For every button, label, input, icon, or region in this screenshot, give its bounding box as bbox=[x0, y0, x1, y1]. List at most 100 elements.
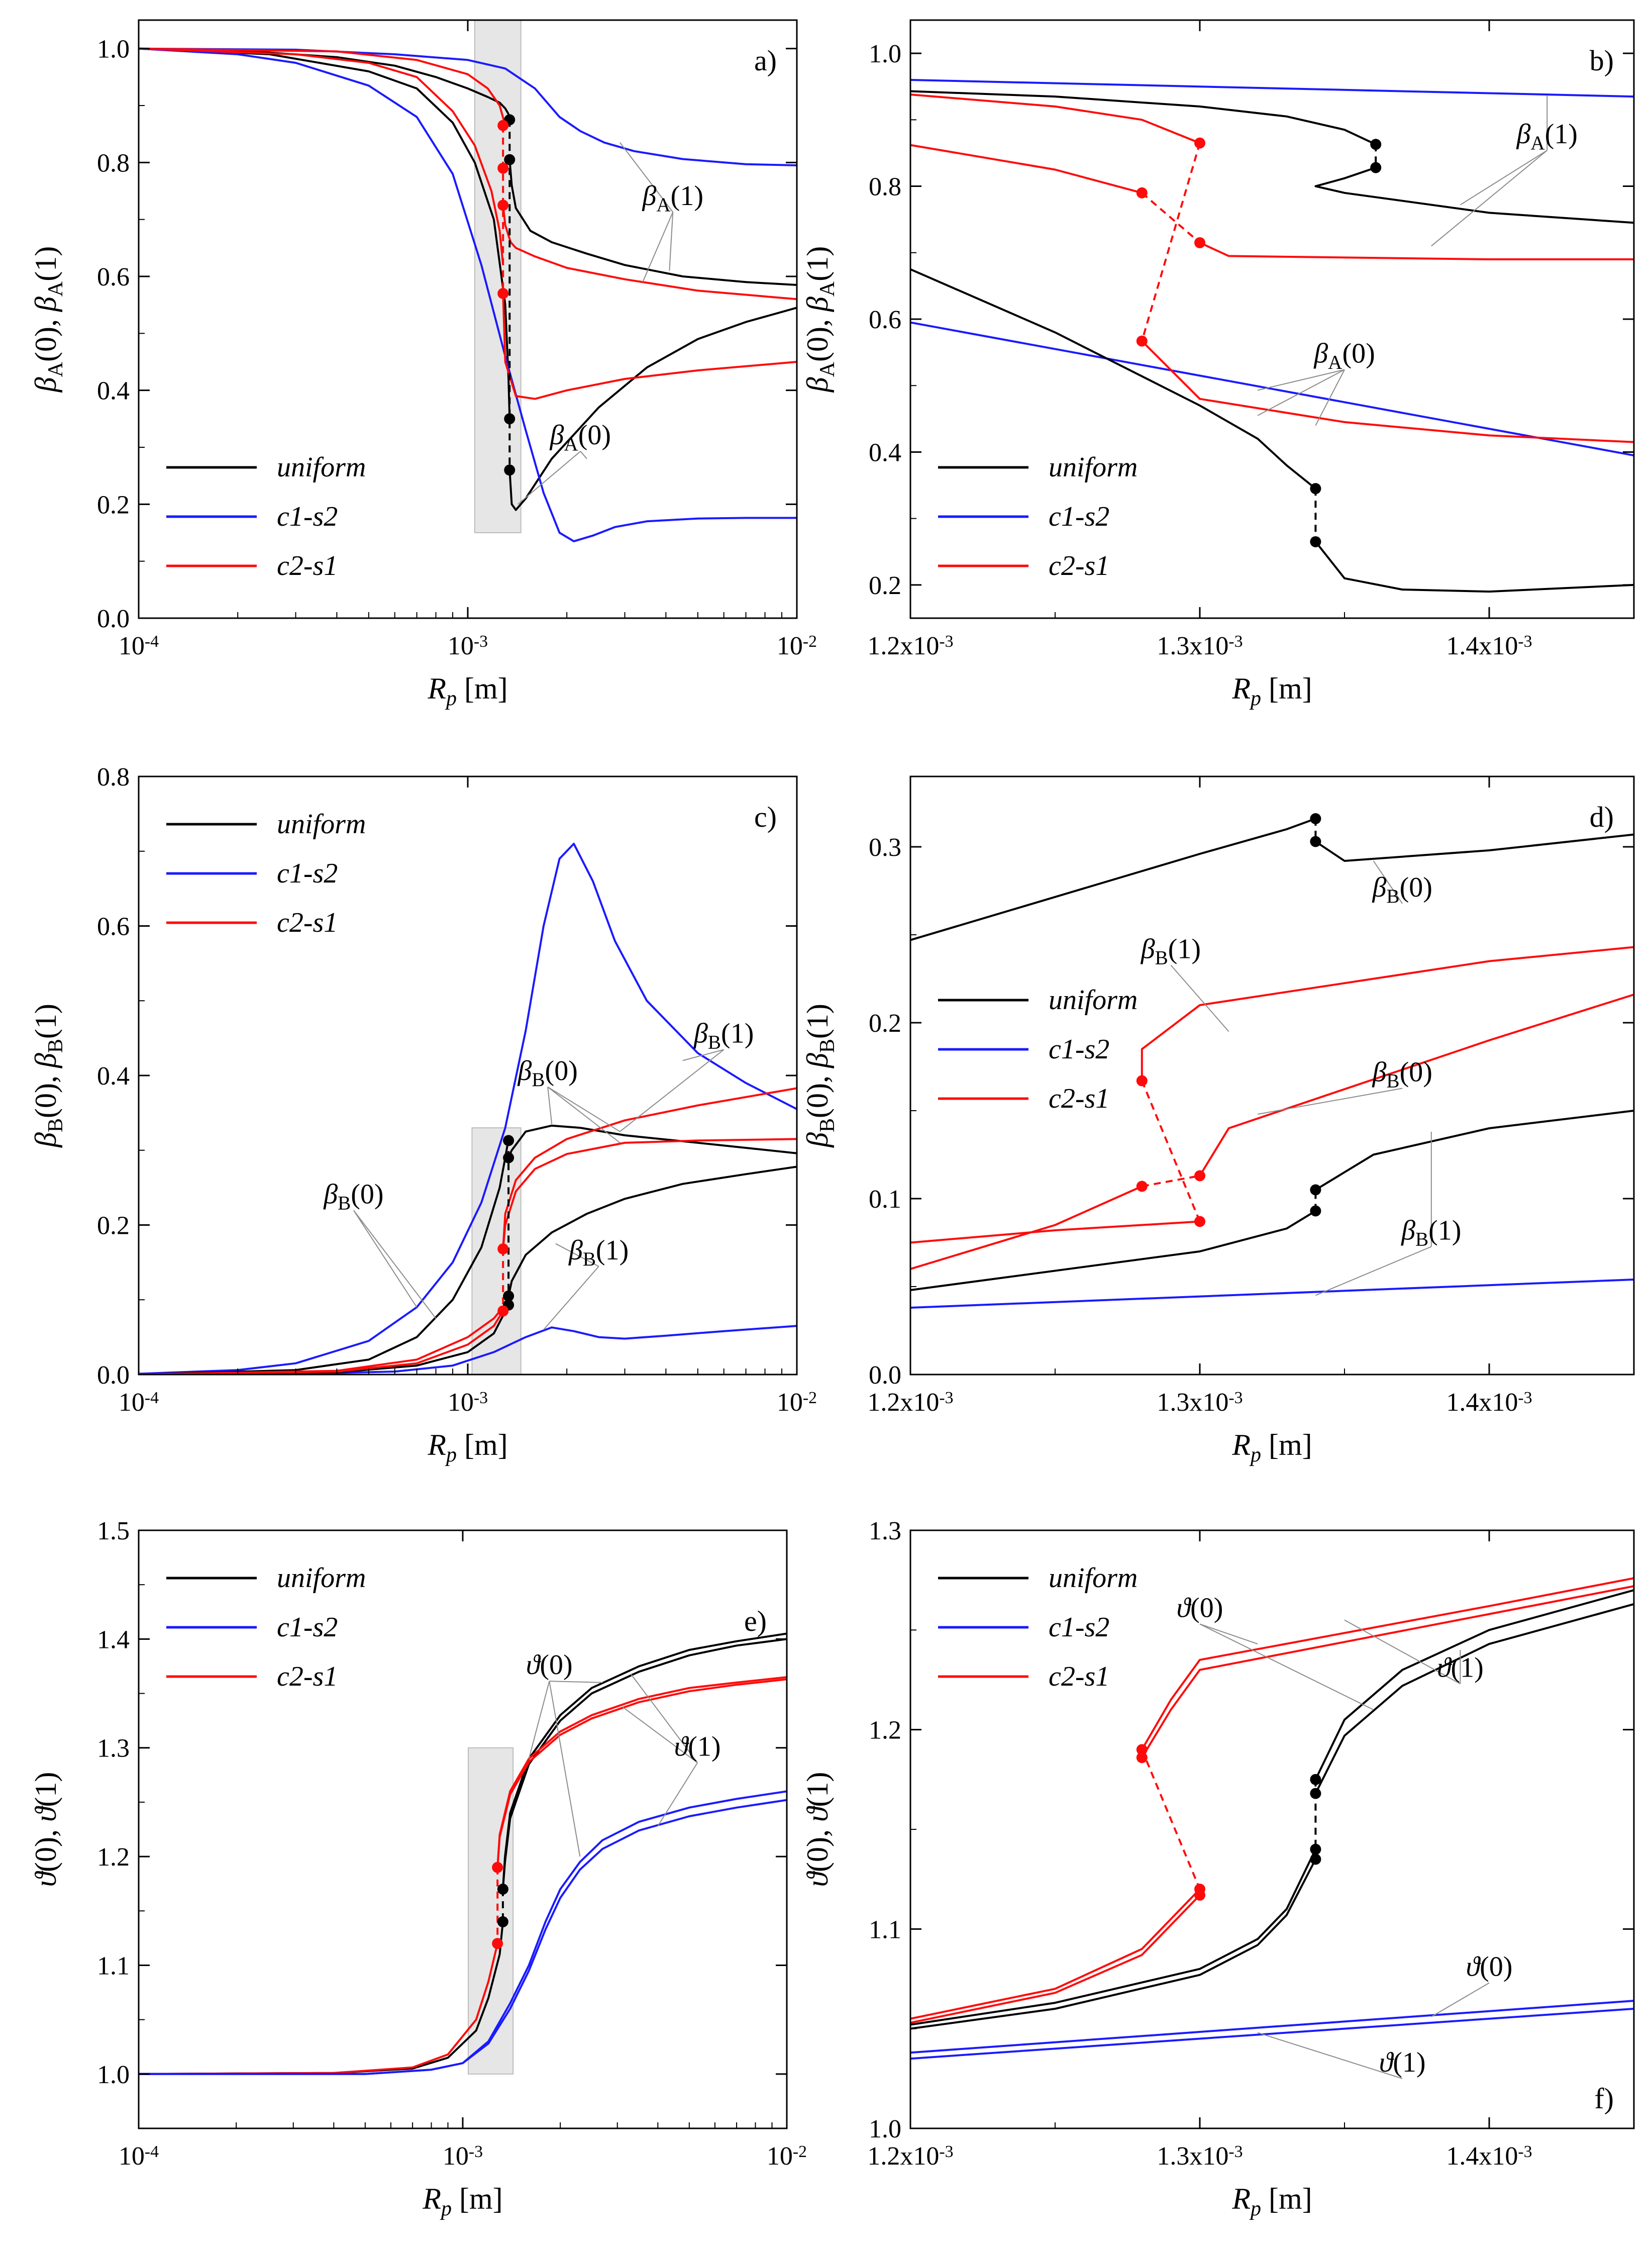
y-tick-label: 0.2 bbox=[869, 571, 901, 600]
series-group bbox=[139, 47, 797, 542]
legend-label: c1-s2 bbox=[277, 858, 338, 889]
plot-frame bbox=[909, 19, 1635, 619]
x-axis-label: Rp [m] bbox=[422, 2182, 502, 2220]
series-line bbox=[502, 293, 797, 400]
x-axis-label-part: [m] bbox=[1261, 672, 1312, 705]
y-axis-label-part: ϑ bbox=[801, 1870, 834, 1887]
x-tick-label: 10-3 bbox=[448, 1388, 488, 1417]
annotation-label: βB(1) bbox=[568, 1235, 629, 1270]
legend: uniform c1-s2 c2-s1 bbox=[938, 452, 1138, 581]
y-axis-label-part: ϑ bbox=[29, 1870, 62, 1887]
y-tick-label: 1.1 bbox=[97, 1951, 130, 1980]
series-line bbox=[910, 90, 1377, 146]
annotation-label: βB(1) bbox=[693, 1018, 754, 1053]
series-line bbox=[1314, 1589, 1634, 1780]
annotation-label-part: β bbox=[1141, 934, 1155, 965]
y-tick-label: 0.6 bbox=[869, 306, 901, 334]
annotation-label: βB(0) bbox=[323, 1179, 383, 1214]
series-line bbox=[502, 1138, 797, 1249]
y-axis-label-part: A bbox=[44, 281, 67, 297]
annotation-label-part: (0) bbox=[545, 1055, 578, 1087]
series-line bbox=[1141, 1749, 1201, 1890]
series-line bbox=[910, 1210, 1316, 1291]
series-group bbox=[910, 813, 1634, 1309]
series-line bbox=[139, 47, 797, 166]
x-tick-label-part: 10 bbox=[119, 632, 145, 660]
y-tick-label: 0.2 bbox=[97, 491, 130, 519]
x-tick-label: 1.3x10-3 bbox=[1157, 632, 1243, 660]
annotation-leader bbox=[1199, 1623, 1258, 1645]
legend-label: c2-s1 bbox=[1049, 1083, 1109, 1114]
y-tick-label: 0.4 bbox=[97, 1062, 130, 1091]
panel-label: a) bbox=[754, 44, 777, 77]
annotation-leader bbox=[620, 142, 674, 213]
y-axis-label-part: B bbox=[44, 1118, 67, 1132]
series-line bbox=[139, 1921, 504, 2075]
turning-point-marker bbox=[1310, 836, 1321, 847]
panel-label: d) bbox=[1590, 801, 1614, 833]
turning-point-marker bbox=[1194, 1170, 1205, 1182]
turning-point-marker bbox=[1194, 237, 1205, 248]
legend: uniform c1-s2 c2-s1 bbox=[938, 985, 1138, 1114]
x-axis-label-part: p bbox=[1249, 1443, 1261, 1466]
series-line bbox=[139, 1310, 504, 1375]
annotation-label-part: B bbox=[338, 1192, 351, 1214]
turning-point-marker bbox=[497, 1884, 508, 1895]
legend-label: uniform bbox=[277, 1562, 366, 1594]
annotation-label-part: (1) bbox=[671, 180, 703, 212]
y-axis-label: βB(0), βB(1) bbox=[29, 1004, 67, 1148]
panel-label: b) bbox=[1590, 44, 1614, 77]
x-tick-label: 1.4x10-3 bbox=[1446, 1388, 1532, 1417]
turning-point-marker bbox=[1136, 1752, 1148, 1764]
y-tick-label: 0.0 bbox=[97, 1361, 130, 1390]
x-tick-label: 10-4 bbox=[119, 632, 159, 660]
x-tick-label-part: -4 bbox=[145, 1389, 159, 1407]
annotation-leader bbox=[1258, 1088, 1403, 1115]
y-axis-label: βA(0), βA(1) bbox=[29, 246, 67, 393]
annotation-leader bbox=[1315, 369, 1345, 426]
series-line bbox=[1314, 541, 1634, 593]
annotation-label-part: (0) bbox=[1190, 1593, 1223, 1624]
annotation-label-part: (1) bbox=[1428, 1215, 1461, 1246]
x-tick-label-part: -3 bbox=[1518, 1389, 1532, 1407]
annotation-label: βA(1) bbox=[642, 180, 703, 216]
x-tick-label-part: -2 bbox=[793, 2142, 807, 2161]
x-axis-label-part: R bbox=[1231, 1428, 1251, 1461]
turning-point-marker bbox=[504, 413, 515, 425]
y-tick-label: 1.2 bbox=[97, 1843, 130, 1872]
annotation-label-part: ϑ bbox=[1379, 2047, 1394, 2078]
y-tick-label: 1.0 bbox=[97, 2061, 130, 2089]
annotation-label-part: ϑ bbox=[1437, 1652, 1452, 1684]
y-axis-label-part: (1) bbox=[29, 1772, 62, 1807]
series-line bbox=[1141, 1585, 1634, 1758]
x-tick-label-part: -3 bbox=[939, 2142, 953, 2161]
plot-frame bbox=[909, 775, 1635, 1376]
series-line bbox=[910, 1220, 1200, 1244]
series-line bbox=[139, 1799, 787, 2075]
annotation-label-part: ϑ bbox=[1177, 1593, 1192, 1624]
x-axis-label-part: R bbox=[422, 2182, 441, 2215]
y-tick-label: 1.0 bbox=[97, 35, 130, 64]
series-line bbox=[139, 47, 511, 419]
x-tick-label-part: -3 bbox=[469, 2142, 483, 2161]
turning-point-marker bbox=[492, 1862, 503, 1873]
plot-frame bbox=[138, 19, 798, 619]
x-axis-label-part: [m] bbox=[1261, 2182, 1312, 2215]
annotation-label-part: β bbox=[323, 1179, 338, 1210]
x-axis-label-part: R bbox=[1231, 2182, 1251, 2215]
y-tick-label: 0.6 bbox=[97, 913, 130, 941]
annotation-label-part: ϑ bbox=[674, 1731, 689, 1762]
y-axis-label-part: (1) bbox=[29, 246, 62, 281]
annotation-label-part: B bbox=[583, 1248, 596, 1270]
x-tick-label-part: 1.4x10 bbox=[1446, 2142, 1518, 2171]
series-line bbox=[508, 307, 797, 511]
legend: uniform c1-s2 c2-s1 bbox=[166, 809, 366, 938]
panel-f: ϑ(0)ϑ(1)ϑ(0)ϑ(1)1.01.11.21.31.2x10-3 1.3x… bbox=[801, 1517, 1635, 2220]
annotation-label-part: B bbox=[708, 1031, 721, 1053]
series-line bbox=[910, 79, 1634, 98]
annotation-label-part: (1) bbox=[596, 1235, 629, 1266]
x-tick-label-part: -3 bbox=[1228, 2142, 1243, 2161]
legend-label: c2-s1 bbox=[277, 550, 338, 581]
annotation-label-part: (1) bbox=[688, 1731, 720, 1762]
turning-point-marker bbox=[1194, 137, 1205, 149]
